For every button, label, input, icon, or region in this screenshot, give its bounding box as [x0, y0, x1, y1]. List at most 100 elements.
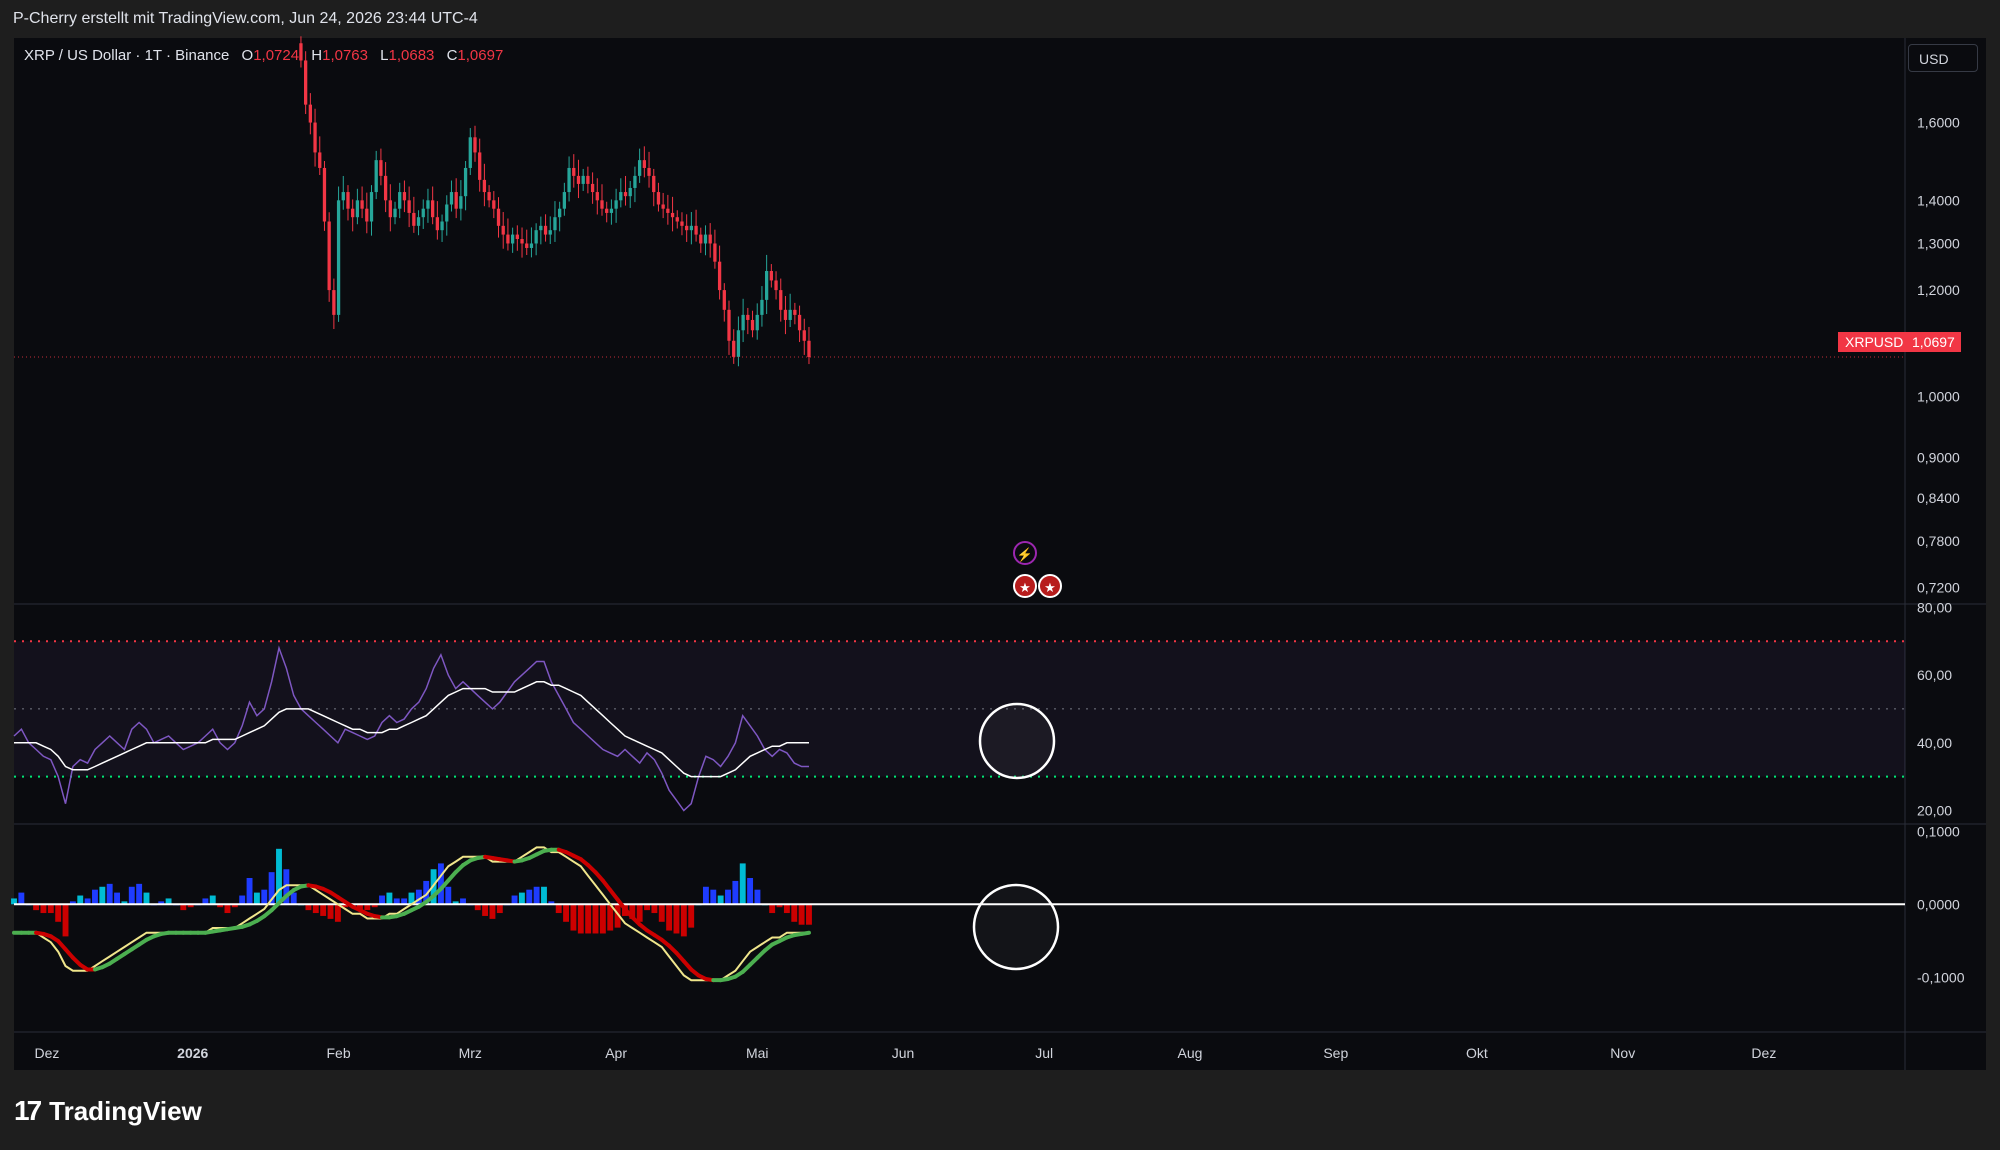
candle-body [416, 217, 421, 226]
candle-body [746, 314, 750, 320]
macd-histogram-bar [437, 863, 444, 905]
candle-body [449, 192, 454, 205]
macd-histogram-bar [607, 904, 614, 931]
candle-body [652, 175, 656, 193]
candle-body [327, 221, 331, 291]
macd-histogram-bar [533, 886, 540, 905]
macd-histogram-bar [599, 904, 606, 934]
legend-open-label: O [241, 47, 254, 64]
macd-histogram-bar [474, 904, 481, 911]
candle-body [463, 167, 468, 197]
lightning-event-icon[interactable]: ⚡ [1013, 541, 1037, 565]
legend-open-value: 1,0724 [253, 47, 300, 64]
candle-body [797, 314, 802, 331]
macd-histogram-bar [644, 904, 650, 911]
candle-body [783, 309, 788, 320]
candle-body [407, 200, 411, 213]
currency-selector[interactable]: USD [1908, 44, 1978, 72]
candle-body [515, 234, 519, 240]
legend-symbol: XRP / US Dollar · 1T · Binance [24, 47, 230, 64]
last-price-symbol-tag: XRPUSD [1838, 332, 1911, 352]
rsi-axis-label: 40,00 [1917, 735, 1952, 751]
chart-credit: P-Cherry erstellt mit TradingView.com, J… [13, 10, 478, 27]
candle-body [736, 330, 741, 357]
macd-histogram-bar [548, 901, 555, 905]
macd-histogram-bar [386, 892, 393, 905]
candle-body [656, 192, 661, 205]
candle-body [685, 225, 689, 231]
time-axis-label: Jul [1035, 1045, 1053, 1061]
candle-body [722, 290, 726, 310]
macd-histogram-bar [312, 904, 319, 914]
time-axis-label: Sep [1323, 1045, 1348, 1061]
macd-histogram-bar [673, 904, 680, 934]
macd-histogram-bar [33, 904, 40, 911]
macd-histogram-bar [224, 904, 231, 914]
us-flag-event-icon[interactable]: ★ [1013, 574, 1037, 598]
macd-histogram-bar [511, 895, 518, 905]
time-axis-label: Dez [34, 1045, 59, 1061]
candle-body [534, 230, 538, 244]
candle-body [642, 160, 646, 168]
macd-histogram-bar [496, 904, 503, 914]
candle-body [760, 299, 764, 315]
price-axis-label: 1,4000 [1917, 192, 1960, 208]
us-flag-event-icon[interactable]: ★ [1038, 574, 1062, 598]
time-axis-label: Aug [1178, 1045, 1203, 1061]
macd-histogram-bar [725, 889, 731, 905]
candle-body [769, 270, 773, 281]
macd-histogram-bar [614, 904, 621, 928]
macd-histogram-bar [239, 895, 246, 905]
candle-body [628, 187, 632, 197]
macd-histogram-bar [11, 898, 17, 905]
candle-body [666, 208, 670, 213]
macd-highlight-circle [972, 883, 1060, 971]
macd-histogram-bar [62, 904, 69, 937]
candle-body [341, 192, 345, 201]
candle-body [431, 200, 435, 218]
candle-body [600, 200, 604, 209]
macd-histogram-bar [253, 892, 260, 905]
candle-body [388, 200, 392, 218]
macd-histogram-bar [658, 904, 665, 922]
macd-histogram-bar [791, 904, 798, 922]
macd-histogram-bar [180, 904, 187, 911]
macd-histogram-bar [327, 904, 334, 919]
macd-histogram-bar [334, 904, 341, 922]
candle-body [689, 225, 694, 231]
candle-body [520, 239, 524, 244]
candle-body [360, 200, 364, 209]
tradingview-logo[interactable]: 17 TradingView [14, 1095, 202, 1127]
macd-histogram-bar [680, 904, 687, 937]
candle-body [558, 208, 562, 218]
macd-histogram-bar [342, 904, 349, 908]
candle-body [510, 234, 515, 244]
macd-signal-segment [615, 897, 627, 912]
candle-body [393, 208, 397, 218]
price-axis-label: 1,3000 [1917, 235, 1960, 251]
candle-body [670, 212, 675, 218]
candle-body [308, 104, 312, 123]
macd-histogram-bar [776, 904, 783, 908]
macd-histogram-bar [77, 895, 84, 905]
macd-histogram-bar [702, 886, 709, 905]
rsi-line [13, 645, 809, 812]
macd-histogram-bar [563, 904, 570, 922]
last-price-value-tag: 1,0697 [1906, 332, 1961, 352]
candle-body [779, 290, 783, 310]
macd-histogram-bar [158, 901, 165, 905]
rsi-axis-label: 20,00 [1917, 802, 1952, 818]
macd-histogram-bar [460, 898, 466, 905]
macd-histogram-bar [231, 904, 238, 908]
macd-axis-label: 0,0000 [1917, 896, 1960, 912]
legend-high-label: H [311, 47, 323, 64]
candle-body [802, 330, 806, 341]
macd-histogram-bar [187, 904, 194, 908]
candle-body [586, 175, 590, 184]
legend-close-label: C [446, 47, 458, 64]
candle-body [717, 261, 722, 291]
macd-histogram-bar [393, 898, 400, 905]
macd-signal-segment [608, 888, 620, 902]
macd-axis-label: 0,1000 [1917, 823, 1960, 839]
